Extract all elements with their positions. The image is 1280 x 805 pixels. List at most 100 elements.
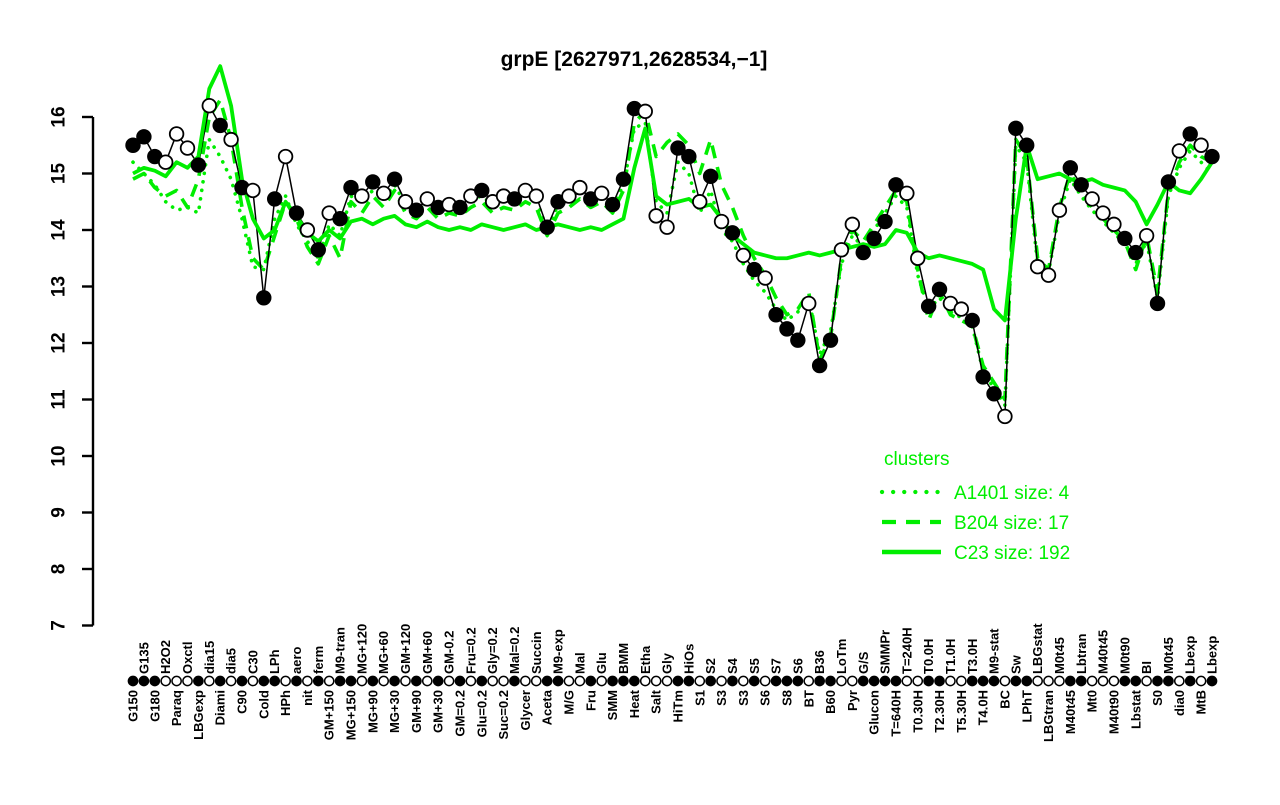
x-axis-label: SMMPr [878, 630, 893, 674]
x-axis-rug-point [1097, 675, 1109, 687]
x-axis-rug-point [857, 675, 869, 687]
x-axis-rug-point [378, 675, 390, 687]
x-axis-label: LPh [267, 649, 282, 674]
data-point [681, 148, 697, 165]
x-axis-rug-point [1206, 675, 1218, 687]
x-axis-rug-point [639, 675, 651, 687]
data-point [746, 261, 762, 278]
x-axis-rug-point [836, 675, 847, 687]
x-axis-rug-point [312, 675, 324, 687]
data-point [1084, 191, 1100, 207]
x-axis-label: Salt [649, 689, 664, 714]
x-axis-rug-point [934, 675, 945, 687]
x-axis-rug-point [988, 675, 1000, 687]
x-axis-rug-point [792, 675, 804, 687]
x-axis-label: MG+30 [387, 690, 402, 733]
x-axis-label: LBGstat [1030, 623, 1045, 674]
x-axis-label: SMM [605, 690, 620, 720]
x-axis-rug-point [225, 675, 237, 687]
data-point [1204, 148, 1220, 165]
x-axis-label: T=240H [899, 627, 914, 674]
x-axis-label: Cold [256, 690, 271, 719]
data-point [343, 179, 359, 196]
x-axis-rug-point [323, 675, 335, 687]
x-axis-label: T0.30H [910, 690, 925, 733]
x-axis-rug-point [421, 675, 433, 687]
x-axis-label: LoTm [834, 639, 849, 674]
data-point [920, 298, 937, 314]
x-axis-rug-point [487, 675, 499, 687]
data-point [299, 222, 316, 238]
data-point [844, 216, 861, 233]
x-axis-rug-point [1141, 675, 1152, 687]
data-point [648, 208, 664, 224]
x-axis-label: Lbexp [1183, 636, 1198, 674]
data-point [1040, 267, 1057, 283]
x-axis-label: M40t45 [1096, 630, 1111, 674]
x-axis-label: Glu=0.2 [474, 690, 489, 737]
data-point [702, 168, 719, 185]
data-point [910, 250, 926, 266]
x-axis-rug-point [1184, 675, 1196, 687]
data-point [1106, 216, 1122, 233]
data-point [310, 242, 326, 258]
data-point [931, 281, 948, 298]
data-point [833, 242, 850, 258]
x-axis-rug-point [520, 675, 531, 687]
x-axis-rug-point [138, 675, 150, 687]
data-point [277, 148, 294, 165]
x-axis-label: Sw [1008, 654, 1023, 674]
x-axis-label: Gly [660, 652, 675, 674]
x-axis-label: ferm [311, 646, 326, 674]
x-axis-label: H2O2 [158, 640, 173, 674]
x-axis-label: S2 [703, 658, 718, 674]
data-point [397, 194, 414, 210]
x-axis-rug-point [160, 675, 172, 687]
x-axis-rug-point [781, 675, 793, 687]
x-axis-label: T4.0H [976, 690, 991, 725]
x-axis-rug-point [748, 675, 760, 687]
x-axis-rug-point [302, 675, 313, 687]
x-axis-label: Mal=0.2 [507, 627, 522, 674]
x-axis-rug-point [171, 675, 182, 687]
x-axis-rug-point [193, 675, 204, 687]
x-axis-rug-point [465, 675, 477, 687]
data-point [386, 171, 403, 187]
x-axis-label: aero [289, 646, 304, 674]
x-axis-label: Pyr [845, 690, 860, 711]
x-axis-rug-point [149, 675, 161, 687]
legend-item-a1401: A1401 size: 4 [954, 483, 1070, 504]
x-axis-rug-point [509, 675, 520, 687]
data-point [888, 177, 904, 193]
x-axis-rug-point [563, 675, 575, 687]
x-axis-label: LBGexp [191, 690, 206, 740]
data-point [408, 202, 425, 218]
x-axis-label: G180 [147, 690, 162, 722]
x-axis-rug-point [1195, 675, 1207, 687]
x-axis-label: S8 [779, 690, 794, 706]
x-axis-label: Diami [213, 690, 228, 725]
x-axis-label: Mal [572, 652, 587, 674]
data-point [757, 270, 773, 286]
data-point [1138, 227, 1155, 244]
cluster-line-c23 [132, 64, 1214, 323]
x-axis-rug-point [1075, 675, 1087, 687]
x-axis-rug-point [1152, 675, 1163, 687]
x-axis-label: Glu [594, 652, 609, 674]
data-point [811, 357, 828, 374]
data-point [986, 386, 1002, 402]
x-axis-label: S1 [692, 690, 707, 706]
x-axis-rug-point [596, 675, 608, 687]
x-axis-label: S4 [725, 657, 740, 674]
x-axis-label: LBGtran [1041, 690, 1056, 742]
x-axis-rug-point [1010, 675, 1022, 687]
data-point [735, 247, 752, 264]
x-axis-label: MG+90 [365, 690, 380, 733]
x-axis-label: Lbstat [1128, 689, 1143, 729]
x-axis-label: Heat [627, 689, 642, 718]
data-point [801, 295, 817, 312]
x-axis-rug-point [1086, 675, 1098, 687]
x-axis-label: Glucon [867, 690, 882, 735]
x-axis-rug-point [498, 675, 509, 687]
x-axis-label: S0 [1150, 690, 1165, 706]
